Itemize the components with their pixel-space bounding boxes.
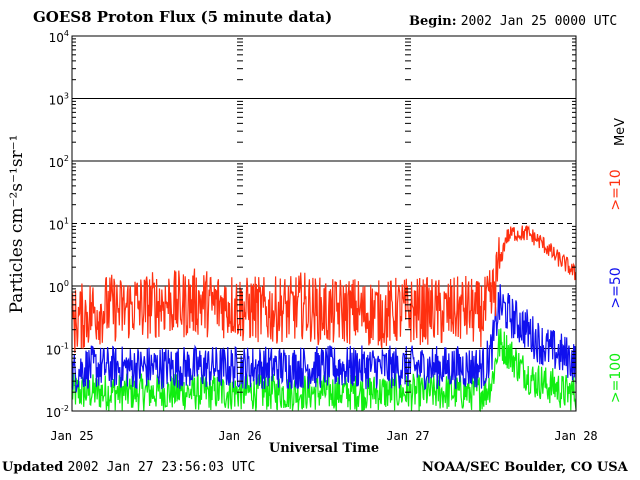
credit: NOAA/SEC Boulder, CO USA bbox=[422, 460, 628, 475]
begin-time: Begin: 2002 Jan 25 0000 UTC bbox=[409, 14, 617, 29]
x-tick-label: Jan 26 bbox=[218, 429, 261, 443]
updated-value: 2002 Jan 27 23:56:03 UTC bbox=[67, 460, 256, 475]
y-tick-label: 10-1 bbox=[46, 342, 69, 358]
y-tick-label: 104 bbox=[49, 29, 69, 45]
x-axis-label: Universal Time bbox=[269, 441, 379, 456]
x-tick-label: Jan 28 bbox=[554, 429, 597, 443]
chart-title: GOES8 Proton Flux (5 minute data) bbox=[33, 8, 333, 26]
legend-entry-ge10: >=10 bbox=[608, 169, 624, 210]
legend-entry-ge50: >=50 bbox=[608, 267, 624, 308]
series-line-ge10 bbox=[71, 224, 577, 354]
legend-unit: MeV bbox=[613, 118, 628, 146]
updated-time: Updated 2002 Jan 27 23:56:03 UTC bbox=[2, 460, 255, 475]
y-axis-label: Particles cm⁻²s⁻¹sr⁻¹ bbox=[7, 135, 27, 314]
x-tick-label: Jan 27 bbox=[386, 429, 429, 443]
y-tick-label: 102 bbox=[49, 154, 69, 170]
begin-value: 2002 Jan 25 0000 UTC bbox=[460, 14, 618, 29]
series-line-ge50 bbox=[71, 284, 577, 393]
legend: >=10 >=50 >=100 MeV bbox=[608, 118, 628, 403]
plot-frame bbox=[71, 35, 577, 412]
x-tick-label: Jan 25 bbox=[50, 429, 93, 443]
axis-layer: 10-2 10-1 100 101 102 103 104 Jan 25 Jan 26 Jan 2… bbox=[46, 29, 598, 443]
begin-label: Begin: bbox=[409, 14, 457, 29]
updated-label: Updated bbox=[2, 460, 64, 475]
series-layer bbox=[71, 224, 577, 413]
y-tick-label: 10-2 bbox=[46, 404, 69, 420]
y-tick-label: 103 bbox=[49, 92, 69, 108]
legend-entry-ge100: >=100 bbox=[608, 353, 624, 403]
y-tick-label: 101 bbox=[49, 217, 69, 233]
y-tick-label: 100 bbox=[49, 279, 69, 295]
